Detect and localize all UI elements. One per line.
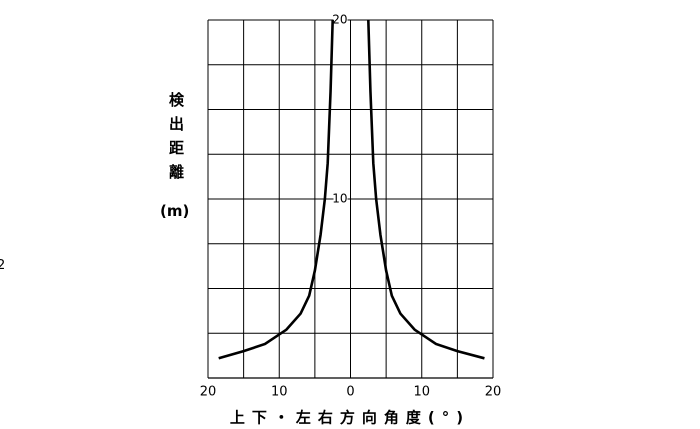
y-axis-label: 検出距離 [167,92,185,188]
x-tick-label: 10 [413,385,430,400]
x-tick-label: 0 [346,385,354,400]
x-axis-label: 上下・左右方向角度(°) [230,409,470,427]
side-text: 2 [0,258,6,273]
y-tick-label: 20 [332,13,347,27]
tick-label-bg [333,13,348,27]
y-axis-unit: (m) [160,202,190,220]
x-tick-label: 10 [271,385,288,400]
curve [367,19,485,360]
tick-label-bg [333,192,348,206]
y-tick-label: 10 [332,192,347,206]
x-tick-label: 20 [200,385,217,400]
x-tick-label: 20 [485,385,502,400]
curve [218,19,334,360]
